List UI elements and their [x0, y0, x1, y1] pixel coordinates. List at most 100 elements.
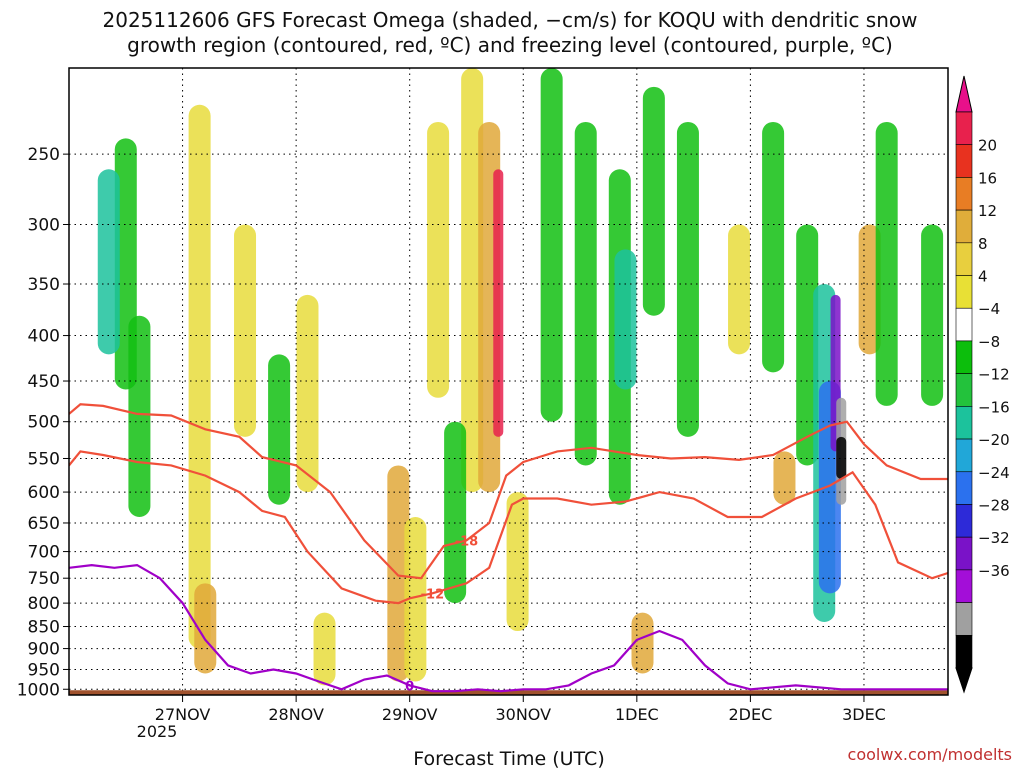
y-tick-label: 500 [28, 413, 60, 433]
contour-minus12 [69, 450, 948, 605]
colorbar-swatch [955, 340, 973, 374]
isotherm-contours: -18 -12 0 [69, 403, 948, 694]
omega-cell-teal [614, 249, 637, 390]
colorbar-swatch [955, 634, 973, 669]
y-tick-label: 750 [28, 569, 60, 589]
y-tick-label: 1000 [17, 680, 60, 700]
contour-label: -18 [455, 534, 479, 549]
omega-cell-green [762, 121, 785, 373]
omega-cell-yellow [296, 294, 319, 493]
omega-cell-yellow [728, 224, 751, 355]
colorbar: 20 16 12 8 4 −4 −8 −12 −16 −20 −24 −28 −32 −36 [955, 75, 1010, 694]
contour-minus18 [69, 403, 948, 580]
omega-cell-yellow [234, 224, 257, 437]
gridlines [69, 68, 948, 695]
omega-cell-orange [773, 451, 796, 505]
omega-cell-green [540, 68, 563, 422]
credit-text: coolwx.com/modelts [848, 745, 1012, 764]
contour-0 [69, 563, 948, 693]
omega-cell-red [493, 169, 504, 437]
colorbar-label: −24 [978, 464, 1010, 482]
colorbar-label: −20 [978, 431, 1010, 449]
colorbar-label: −4 [978, 300, 1000, 318]
contour-label: 0 [405, 679, 414, 694]
y-tick-label: 950 [28, 660, 60, 680]
colorbar-swatch [955, 373, 973, 407]
colorbar-swatch [955, 275, 973, 309]
x-tick-label: 30NOV [495, 705, 551, 724]
omega-cell-green [676, 121, 699, 437]
omega-cell-yellow [427, 121, 450, 398]
y-tick-label: 850 [28, 618, 60, 638]
y-tick-label: 350 [28, 275, 60, 295]
colorbar-swatch [955, 307, 973, 342]
omega-cell-green [574, 121, 597, 466]
ground-band [69, 690, 948, 695]
x-axis: 27NOV 28NOV 29NOV 30NOV 1DEC 2DEC 3DEC [155, 695, 886, 724]
colorbar-swatch [955, 471, 973, 505]
omega-cell-green [796, 224, 819, 466]
omega-cell-green [128, 315, 151, 517]
x-axis-label: Forecast Time (UTC) [413, 748, 604, 768]
omega-cell-orange [631, 612, 654, 674]
y-tick-label: 900 [28, 640, 60, 660]
colorbar-swatch [955, 536, 973, 571]
colorbar-top-arrow [955, 75, 973, 113]
colorbar-label: 8 [978, 235, 988, 253]
chart-title-line-2: growth region (contoured, red, ºC) and f… [127, 33, 893, 57]
y-axis: 2503003504004505005506006507007508008509… [17, 145, 69, 700]
omega-cell-yellow [461, 68, 484, 493]
colorbar-label: −8 [978, 333, 1000, 351]
y-tick-label: 250 [28, 145, 60, 165]
omega-cell-orange [194, 583, 217, 674]
x-tick-label: 2DEC [729, 705, 773, 724]
colorbar-swatch [955, 111, 973, 146]
x-tick-label: 1DEC [615, 705, 659, 724]
colorbar-bottom-arrow [955, 667, 973, 694]
colorbar-label: −28 [978, 496, 1010, 514]
colorbar-swatch [955, 438, 973, 473]
colorbar-swatch [955, 209, 973, 244]
colorbar-swatch [955, 569, 973, 603]
colorbar-label: −32 [978, 529, 1010, 547]
omega-cell-green [921, 224, 944, 406]
y-tick-label: 600 [28, 483, 60, 503]
colorbar-swatch [955, 504, 973, 538]
omega-cell-green [642, 86, 665, 316]
chart-title-line-1: 2025112606 GFS Forecast Omega (shaded, −… [103, 8, 918, 32]
omega-cell-black [836, 436, 847, 479]
omega-cell-green [268, 354, 291, 505]
colorbar-swatch [955, 144, 973, 178]
colorbar-label: −36 [978, 562, 1010, 580]
y-tick-label: 800 [28, 594, 60, 614]
colorbar-label: 4 [978, 268, 988, 286]
colorbar-label: −12 [978, 366, 1010, 384]
colorbar-swatch [955, 406, 973, 440]
contour-label: -12 [421, 587, 445, 602]
omega-cell-green [875, 121, 898, 406]
omega-shading [97, 68, 944, 686]
omega-cell-green [444, 421, 467, 604]
x-tick-label: 29NOV [382, 705, 438, 724]
colorbar-label: 12 [978, 202, 997, 220]
colorbar-swatch [955, 602, 973, 636]
y-tick-label: 700 [28, 543, 60, 563]
omega-cell-orange [387, 465, 410, 682]
x-tick-label: 27NOV [155, 705, 211, 724]
x-axis-year: 2025 [137, 722, 178, 741]
colorbar-label: 16 [978, 169, 997, 187]
omega-cell-yellow [188, 104, 211, 649]
colorbar-swatch [955, 177, 973, 211]
y-tick-label: 300 [28, 216, 60, 236]
x-tick-label: 28NOV [268, 705, 324, 724]
y-tick-label: 650 [28, 514, 60, 534]
colorbar-swatch [955, 242, 973, 276]
y-tick-label: 550 [28, 449, 60, 469]
y-tick-label: 450 [28, 372, 60, 392]
omega-cell-yellow [313, 612, 336, 686]
colorbar-label: −16 [978, 398, 1010, 416]
omega-cell-teal [97, 169, 120, 355]
colorbar-label: 20 [978, 137, 997, 155]
terrain-band [69, 690, 948, 695]
